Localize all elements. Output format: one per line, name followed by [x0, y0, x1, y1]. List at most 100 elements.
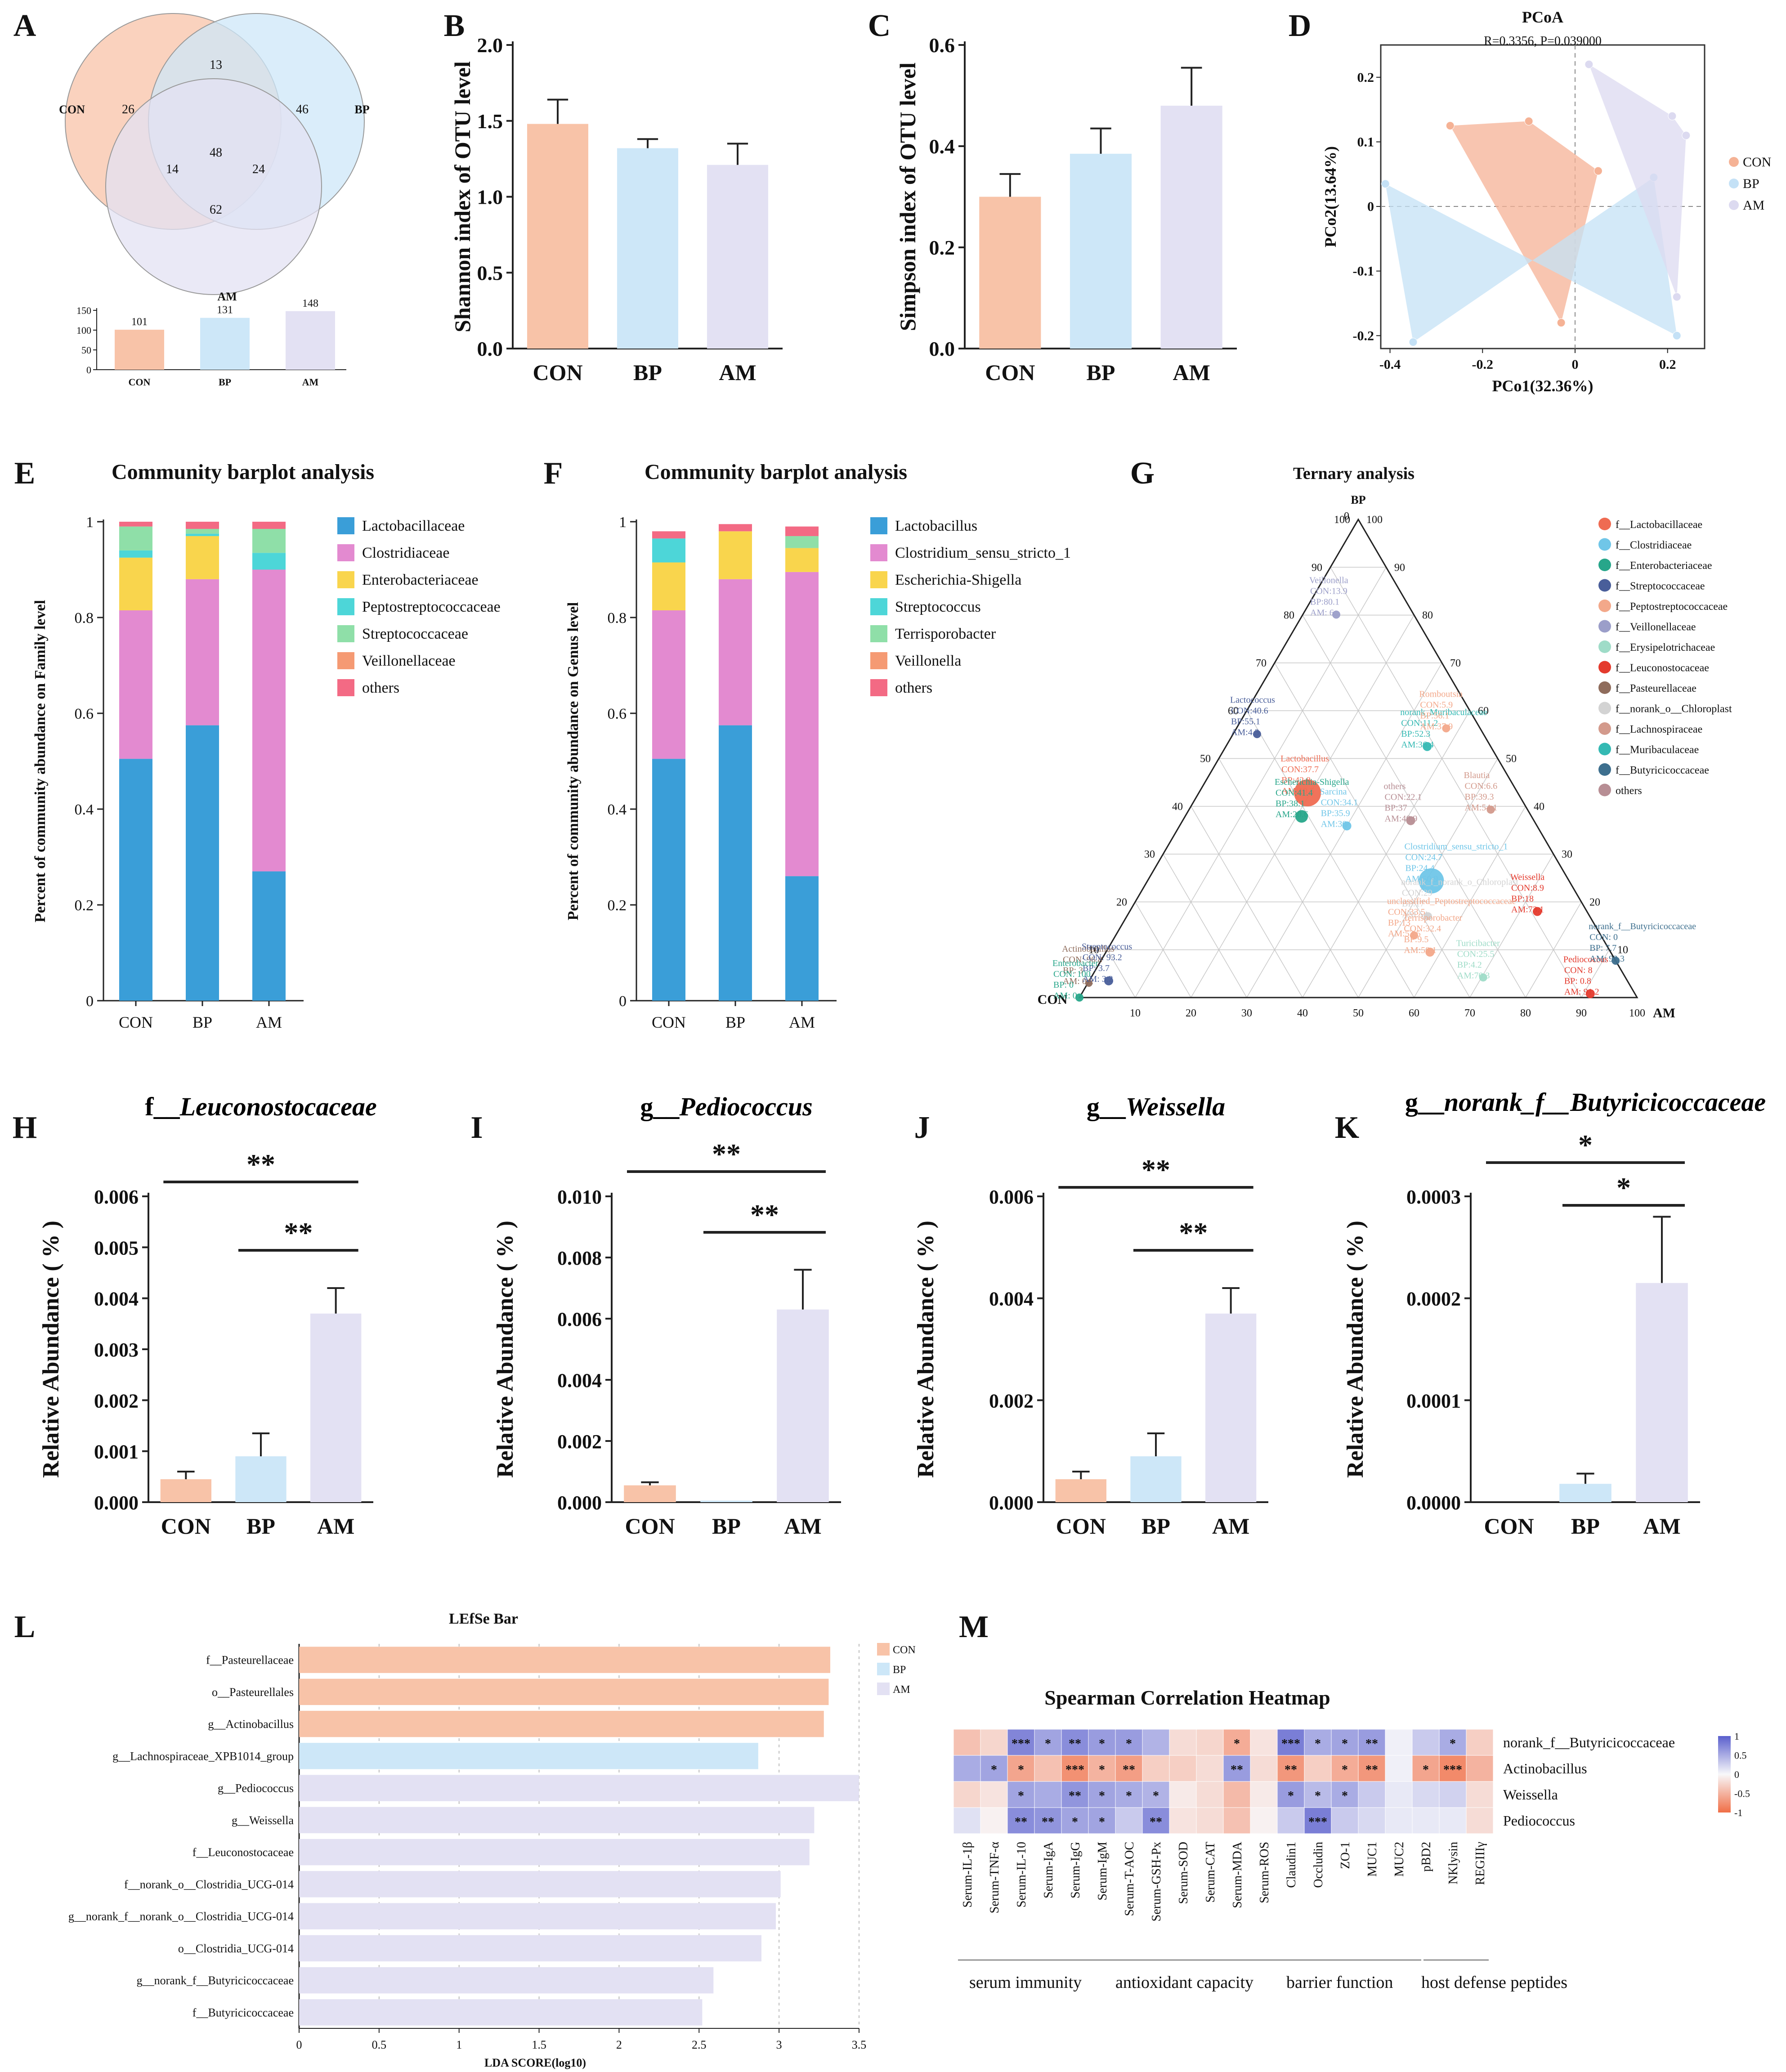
heatmap-col-label: NKlysin — [1446, 1842, 1460, 1884]
stack-segment-streptococcaceae — [186, 528, 219, 534]
heatmap-significance: ** — [1015, 1815, 1027, 1829]
legend-swatch-veillonellaceae — [337, 652, 354, 669]
ternary-point-label: Blautia — [1464, 770, 1490, 780]
ternary-point-label: BP:4.2 — [1457, 960, 1482, 970]
heatmap-cell — [1223, 1755, 1251, 1782]
x-tick-label-con: CON — [161, 1513, 211, 1539]
ternary-point-label: Weissella — [1510, 873, 1544, 882]
heatmap-row-label: Weissella — [1503, 1786, 1558, 1803]
heatmap-cell — [1466, 1755, 1494, 1782]
y-tick-label: 0.001 — [94, 1441, 139, 1463]
heatmap-cell — [1250, 1755, 1278, 1782]
heatmap-cell — [1358, 1755, 1386, 1782]
panel-letter-m: M — [959, 1610, 989, 1644]
stack-segment-clostridium_sensu_stricto_1 — [652, 610, 685, 759]
ternary-point-label: AM:4.3 — [1231, 727, 1259, 737]
heatmap-col-label: Occludin — [1312, 1842, 1325, 1888]
heatmap-cell — [1250, 1781, 1278, 1808]
venn-count-all: 48 — [210, 146, 222, 160]
lefse-bar-label: f__Butyricicoccaceae — [192, 2006, 294, 2019]
y-tick-label: 0.8 — [75, 610, 94, 627]
lefse-bar-label: o__Pasteurellales — [212, 1686, 294, 1699]
ternary-point-label: Lactococcus — [1230, 695, 1275, 705]
chart-title: g__Pediococcus — [640, 1092, 812, 1121]
ternary-point-label: AM:50.9 — [1405, 874, 1438, 884]
ternary-point-veillonella — [1332, 610, 1341, 619]
bar-bp — [235, 1456, 286, 1502]
ternary-point-label: AM:19.5 — [1281, 786, 1314, 796]
heatmap-cell — [980, 1729, 1008, 1756]
venn-label-bp: BP — [354, 103, 369, 116]
left-tick-label: 80 — [1284, 610, 1294, 622]
x-tick-label-bp: BP — [246, 1513, 275, 1539]
lefse-bar-o__pasteurellales — [299, 1678, 829, 1705]
ternary-point-label: AM:20.6 — [1276, 810, 1308, 819]
heatmap-cell — [1169, 1729, 1197, 1756]
ternary-grid — [1274, 662, 1470, 998]
ternary-point-lactococcus — [1253, 730, 1261, 738]
ternary-point-label: Sarcina — [1320, 787, 1347, 797]
ternary-point-label: CON: 96.8 — [1063, 955, 1102, 965]
x-tick-label: 0.2 — [1659, 357, 1676, 372]
x-tick-label: 1.5 — [532, 2038, 546, 2051]
stack-segment-peptostreptococcaceae — [186, 533, 219, 536]
legend-label-clostridiaceae: Clostridiaceae — [362, 545, 449, 561]
heatmap-cell — [1061, 1807, 1089, 1834]
heatmap-cell — [1142, 1729, 1170, 1756]
heatmap-cell — [1250, 1729, 1278, 1756]
lefse-bar-label: g__Weissella — [232, 1814, 294, 1827]
stack-segment-others — [652, 531, 685, 539]
legend-swatch-terrisporobacter — [870, 625, 887, 642]
heatmap-col-label: Serum-ROS — [1258, 1842, 1271, 1903]
heatmap-significance: * — [1099, 1737, 1105, 1751]
heatmap-cell — [1007, 1807, 1035, 1834]
ternary-point-label: Clostridium_sensu_stricto_1 — [1404, 842, 1508, 852]
stack-segment-peptostreptococcaceae — [119, 550, 152, 558]
legend-swatch-lactobacillaceae — [337, 517, 354, 534]
heatmap-cell — [1088, 1781, 1116, 1808]
y-tick-label: 0.1 — [1357, 134, 1374, 149]
left-tick-label: 50 — [1200, 753, 1211, 765]
ternary-point-label: BP: 0 — [1053, 980, 1074, 990]
ternary-point-label: BP: 3.7 — [1083, 963, 1110, 973]
heatmap-significance: ** — [1231, 1763, 1243, 1777]
y-tick-label: 0.2 — [608, 897, 627, 914]
stack-segment-others — [719, 524, 752, 532]
heatmap-cell — [1358, 1781, 1386, 1808]
heatmap-cell — [1412, 1807, 1440, 1834]
x-tick-label-am: AM — [256, 1013, 282, 1031]
lefse-bar-label: f__Leuconostocaceae — [192, 1846, 294, 1859]
bar-con — [160, 1479, 211, 1502]
bottom-tick-label: 20 — [1186, 1007, 1196, 1019]
ternary-point-label: Romboutsia — [1419, 689, 1463, 699]
x-tick-label-bp: BP — [192, 1013, 212, 1031]
lefse-bar-g__pediococcus — [299, 1775, 859, 1801]
panel-f-genus-barplot: Community barplot analysis 0 0.2 0.4 0.6 0.8 1… — [565, 460, 1071, 1031]
ternary-point-escherichia-shigella — [1295, 810, 1308, 823]
lefse-bar-g__norank_f__butyricicoccaceae — [299, 1967, 714, 1994]
colorbar-tick-label: 1 — [1734, 1731, 1739, 1742]
heatmap-cell — [1439, 1729, 1467, 1756]
heatmap-significance: * — [1315, 1789, 1321, 1803]
heatmap-cell — [1061, 1755, 1089, 1782]
chart-title-prefix: f__ — [145, 1092, 180, 1121]
ternary-point-label: CON:29 — [1402, 888, 1432, 898]
lefse-bar-f__pasteurellaceae — [299, 1647, 830, 1673]
legend-marker-f__veillonellaceae — [1598, 620, 1611, 633]
chart-title-taxon: Pediococcus — [679, 1092, 812, 1121]
y-tick-label: 1.5 — [477, 110, 503, 133]
y-tick-label: 0.003 — [94, 1339, 139, 1361]
lefse-bar-f__leuconostocaceae — [299, 1839, 810, 1866]
venn-count-con-only: 26 — [122, 103, 134, 116]
legend-marker-f__butyricicoccaceae — [1598, 763, 1611, 776]
bar-bp — [1070, 153, 1132, 349]
heatmap-cell — [1196, 1807, 1224, 1834]
ternary-point-lactobacillus — [1294, 779, 1321, 807]
y-tick-label: 0.6 — [929, 34, 955, 57]
y-tick-label: 0.4 — [75, 801, 94, 818]
point-am — [1682, 131, 1691, 140]
x-tick-label-am: AM — [1212, 1513, 1249, 1539]
ternary-point-label: BP:13 — [1388, 918, 1410, 928]
ternary-grid — [1246, 662, 1442, 998]
x-tick-label-am: AM — [789, 1013, 815, 1031]
